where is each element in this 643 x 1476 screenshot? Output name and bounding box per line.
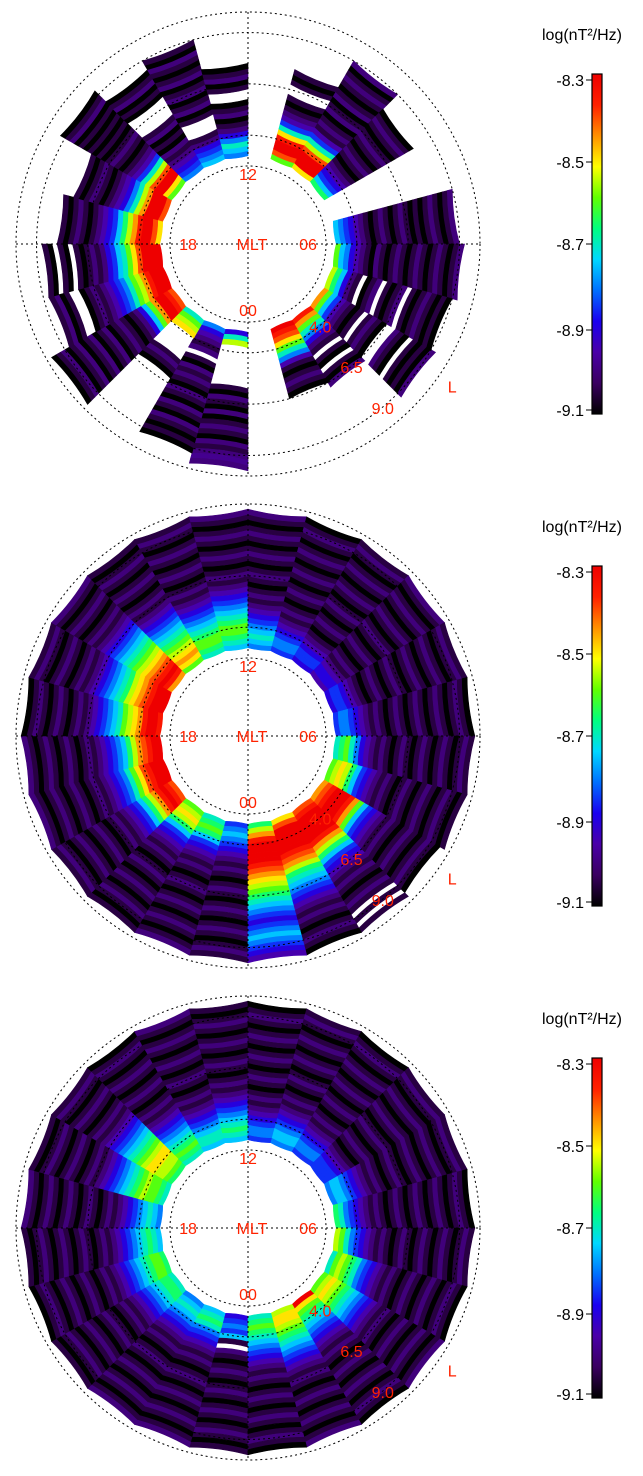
l-tick-4.0: 4.0 [309, 811, 331, 828]
colorbar-tick-label: -8.5 [556, 1139, 584, 1156]
heatmap-cell [56, 194, 69, 245]
mlt-tick-18: 18 [179, 237, 197, 254]
colorbar: -8.3 -8.5 -8.7 -8.9 -9.1 log(nT²/Hz) [542, 1011, 622, 1404]
heatmap-cell [59, 90, 99, 139]
heatmap-cell [439, 793, 468, 850]
grid-ring [87, 83, 409, 405]
colorbar-tick-label: -9.1 [556, 895, 584, 912]
heatmap-cell [188, 457, 249, 472]
colorbar-tick-label: -8.5 [556, 155, 584, 172]
colorbar: -8.3 -8.5 -8.7 -8.9 -9.1 log(nT²/Hz) [542, 519, 622, 912]
heatmap-cell [139, 426, 194, 454]
dial-panel-3: 12 18 06 00 MLT 4.0 6.5 9.0 L -8.3 -8.5 -8.7 -8.9 -9.… [0, 984, 643, 1476]
colorbar: -8.3 -8.5 -8.7 -8.9 -9.1 log(nT²/Hz) [542, 27, 622, 420]
angular-axis-label: MLT [237, 237, 268, 254]
colorbar-tick-label: -9.1 [556, 403, 584, 420]
mlt-tick-18: 18 [179, 1221, 197, 1238]
dial-labels: 12 18 06 00 MLT 4.0 6.5 9.0 L [179, 659, 457, 910]
l-tick-6.5: 6.5 [340, 360, 362, 377]
heatmap-cell [379, 108, 414, 152]
colorbar-tick-label: -8.9 [556, 323, 584, 340]
colorbar-tick-label: -8.3 [556, 73, 584, 90]
heatmap-cells [41, 39, 465, 472]
l-tick-6.5: 6.5 [340, 852, 362, 869]
dial-labels: 12 18 06 00 MLT 4.0 6.5 9.0 L [179, 1151, 457, 1402]
mlt-tick-00: 00 [239, 303, 257, 320]
polar-grid [15, 11, 481, 477]
radial-axis-label: L [448, 871, 457, 888]
radial-axis-label: L [448, 379, 457, 396]
mlt-tick-12: 12 [239, 167, 257, 184]
mlt-tick-18: 18 [179, 729, 197, 746]
mlt-tick-06: 06 [299, 1221, 317, 1238]
colorbar-title: log(nT²/Hz) [542, 27, 622, 44]
dial-plot-2: 12 18 06 00 MLT 4.0 6.5 9.0 L -8.3 -8.5 -8.7 -8.9 -9.… [15, 503, 622, 969]
l-tick-9.0: 9.0 [372, 893, 394, 910]
dial-plot-1: 12 18 06 00 MLT 4.0 6.5 9.0 L -8.3 -8.5 -8.7 -8.9 -9.… [15, 11, 622, 477]
colorbar-tick-label: -8.7 [556, 729, 584, 746]
mlt-tick-12: 12 [239, 1151, 257, 1168]
polar-grid [15, 995, 481, 1461]
radial-axis-label: L [448, 1363, 457, 1380]
colorbar-title: log(nT²/Hz) [542, 519, 622, 536]
colorbar-title: log(nT²/Hz) [542, 1011, 622, 1028]
colorbar-scale [591, 565, 603, 907]
heatmap-cell [51, 354, 92, 405]
dial-panel-2: 12 18 06 00 MLT 4.0 6.5 9.0 L -8.3 -8.5 -8.7 -8.9 -9.… [0, 492, 643, 984]
heatmap-cells [20, 1000, 476, 1456]
mlt-tick-12: 12 [239, 659, 257, 676]
mlt-tick-00: 00 [239, 795, 257, 812]
grid-outer-ring [15, 995, 481, 1461]
mlt-tick-06: 06 [299, 729, 317, 746]
polar-grid [15, 503, 481, 969]
angular-axis-label: MLT [237, 729, 268, 746]
l-tick-4.0: 4.0 [309, 319, 331, 336]
mlt-tick-00: 00 [239, 1287, 257, 1304]
colorbar-scale [591, 73, 603, 415]
colorbar-tick-label: -9.1 [556, 1387, 584, 1404]
dial-panel-1: 12 18 06 00 MLT 4.0 6.5 9.0 L -8.3 -8.5 -8.7 -8.9 -9.… [0, 0, 643, 492]
colorbar-tick-label: -8.7 [556, 237, 584, 254]
l-tick-9.0: 9.0 [372, 1385, 394, 1402]
grid-ring [87, 575, 409, 897]
heatmap-cell [327, 356, 366, 388]
grid-outer-ring [15, 11, 481, 477]
colorbar-tick-label: -8.5 [556, 647, 584, 664]
l-tick-9.0: 9.0 [372, 401, 394, 418]
dial-labels: 12 18 06 00 MLT 4.0 6.5 9.0 L [179, 167, 457, 418]
colorbar-tick-label: -8.7 [556, 1221, 584, 1238]
heatmap-cell [386, 285, 409, 328]
colorbar-tick-label: -8.9 [556, 815, 584, 832]
heatmap-cell [188, 342, 219, 360]
l-tick-4.0: 4.0 [309, 1303, 331, 1320]
grid-ring [87, 1067, 409, 1389]
heatmap-cell [210, 98, 249, 110]
grid-outer-ring [15, 503, 481, 969]
heatmap-cell [247, 949, 308, 964]
heatmap-cell [247, 1441, 308, 1456]
dial-plot-3: 12 18 06 00 MLT 4.0 6.5 9.0 L -8.3 -8.5 -8.7 -8.9 -9.… [15, 995, 622, 1461]
heatmap-cell [397, 349, 437, 398]
heatmap-cell [451, 243, 465, 301]
colorbar-tick-label: -8.3 [556, 1057, 584, 1074]
l-tick-6.5: 6.5 [340, 1344, 362, 1361]
colorbar-tick-label: -8.3 [556, 565, 584, 582]
angular-axis-label: MLT [237, 1221, 268, 1238]
heatmap-cell [375, 333, 410, 376]
heatmap-cell [350, 60, 399, 99]
mlt-tick-06: 06 [299, 237, 317, 254]
colorbar-tick-label: -8.9 [556, 1307, 584, 1324]
colorbar-scale [591, 1057, 603, 1399]
heatmap-cell [287, 377, 329, 400]
heatmap-cells [20, 508, 476, 964]
